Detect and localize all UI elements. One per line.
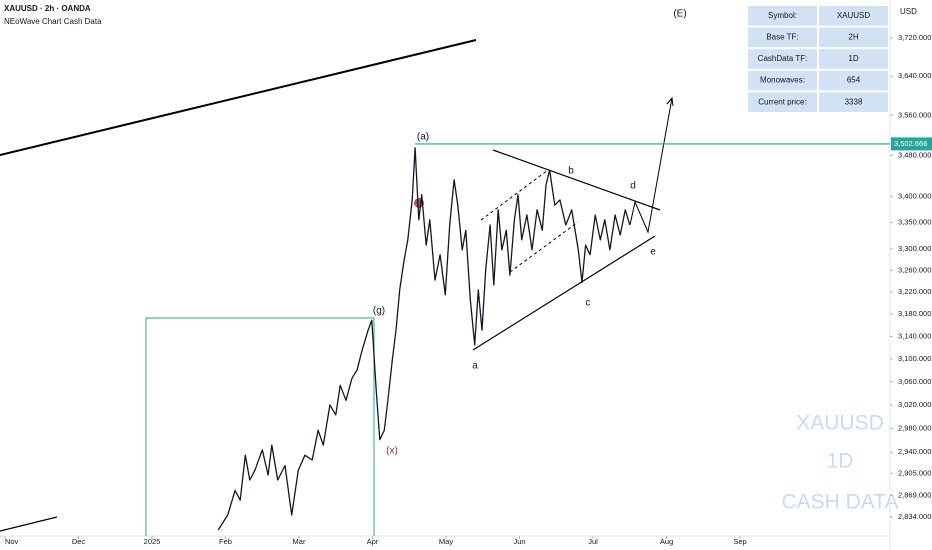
indicator-header: NEoWave Chart Cash Data [4,17,102,26]
table-cell-text: Base TF: [766,33,798,42]
y-tick-label: 3,100.000 [898,354,931,363]
x-tick-label: Feb [219,537,232,546]
watermark-text: 1D [827,450,854,473]
x-tick-label: Sep [733,537,746,546]
wave-labels: (E) (a) (g) (x) a b c d e [373,9,687,457]
table-cell [747,26,818,49]
channel-line [509,221,579,273]
table-cell [747,91,818,114]
x-tick-label: Nov [5,537,19,546]
watermark-text: CASH DATA [781,491,898,514]
y-tick-label: 3,560.000 [898,110,931,119]
x-tick-label: Dec [72,537,86,546]
trend-line [0,39,477,156]
wave-label: (E) [673,9,686,20]
triangle-upper [492,149,661,211]
wave-label: b [568,166,574,177]
y-tick-label: 3,300.000 [898,244,931,253]
watermark: XAUUSD 1D CASH DATA [781,412,898,514]
table-cell [818,26,889,49]
projection-arrow [666,96,674,107]
y-tick-label: 3,720.000 [898,33,931,42]
table-cell-text: Symbol: [768,11,797,20]
table-cell-text: CashData TF: [758,54,808,63]
wave-label: d [630,181,636,192]
y-tick-label: 3,180.000 [898,309,931,318]
y-tick-label: 2,980.000 [898,423,931,432]
x-tick-label: Jul [588,537,598,546]
table-cell-text: 2H [848,33,858,42]
drawings [0,39,674,536]
wave-label: a [472,361,478,372]
level-tag [891,137,932,151]
y-tick-label: 2,834.000 [898,512,931,521]
table-cell [818,91,889,114]
x-tick-label: Aug [660,537,673,546]
y-tick-label: 3,400.000 [898,191,931,200]
wave-label: (a) [417,132,429,143]
y-tick-label: 3,020.000 [898,400,931,409]
y-tick-label: 3,060.000 [898,377,931,386]
table-cell-text: Current price: [758,97,806,106]
table-cell-text: XAUUSD [837,11,871,20]
box [145,317,375,536]
table-cell [818,69,889,92]
price-line [217,147,631,531]
table-cell-text: Monowaves: [760,76,805,85]
y-tick-label: 2,940.000 [898,447,931,456]
table-cell-text: 3338 [845,97,863,106]
wave-label: e [650,247,656,258]
y-tick-label: 2,905.000 [898,468,931,477]
table-cell-text: 1D [848,54,858,63]
projection [629,97,673,234]
y-tick-label: 3,260.000 [898,265,931,274]
wave-label: (g) [373,306,385,317]
table-cell [747,5,818,27]
wave-label: (x) [386,446,398,457]
y-tick-label: 3,640.000 [898,71,931,80]
level-label: 3,502.666 [894,139,927,148]
y-tick-label: 3,220.000 [898,287,931,296]
y-tick-label: 3,140.000 [898,331,931,340]
currency-label: USD [900,7,917,16]
watermark-text: XAUUSD [796,412,884,435]
y-tick-label: 3,350.000 [898,217,931,226]
table-cell-text: 654 [847,76,861,85]
x-tick-label: Mar [293,537,306,546]
x-tick-label: Jun [513,537,525,546]
table-cell [747,69,818,92]
table-cell [818,48,889,70]
symbol-header: XAUUSD · 2h · OANDA [4,4,91,13]
trend-line [0,516,58,532]
triangle-lower [472,235,656,351]
x-tick-label: Apr [367,537,379,546]
table-cell [747,48,818,70]
channel-line [480,169,549,221]
y-tick-label: 2,869.000 [898,490,931,499]
x-tick-label: May [439,537,453,546]
table-cell [818,5,889,27]
x-tick-label: 2025 [144,537,161,546]
y-tick-label: 3,480.000 [898,150,931,159]
wave-label: c [586,298,591,309]
